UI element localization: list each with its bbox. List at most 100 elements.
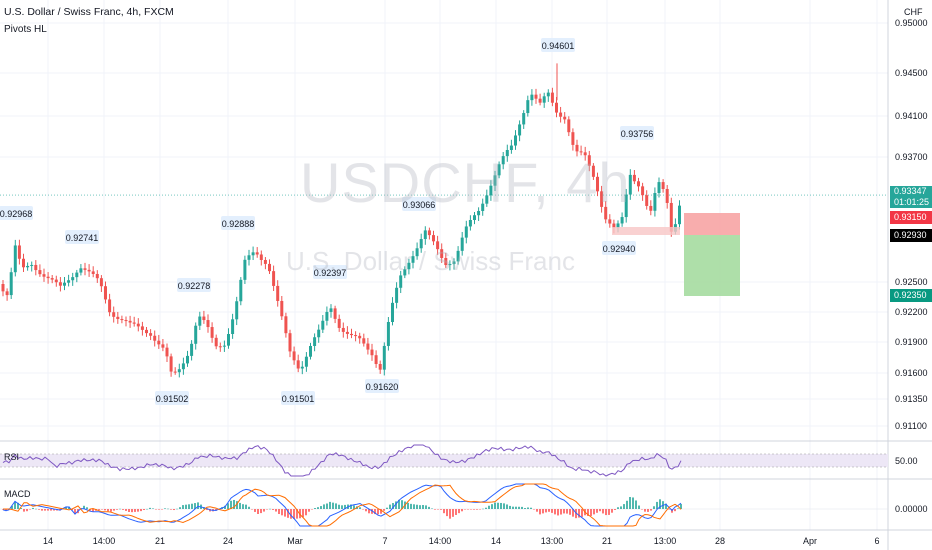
candle-body xyxy=(157,340,161,345)
time-tick-label: 7 xyxy=(382,536,387,546)
candle-body xyxy=(243,259,247,280)
macd-histogram-bar xyxy=(227,503,229,509)
candle-body xyxy=(132,322,136,324)
candle-body xyxy=(526,100,530,114)
candle-body xyxy=(350,333,353,336)
macd-line xyxy=(2,483,682,527)
pivot-label: 0.92741 xyxy=(66,233,99,243)
time-tick-label: 14 xyxy=(491,536,501,546)
candle-body xyxy=(333,308,337,319)
candle-body xyxy=(538,98,542,103)
candle-body xyxy=(542,96,546,103)
time-tick-label: 14 xyxy=(43,536,53,546)
macd-histogram-bar xyxy=(302,509,304,518)
time-tick-label: 6 xyxy=(874,536,879,546)
macd-histogram-bar xyxy=(491,504,493,509)
candle-body xyxy=(124,320,128,322)
pivot-label-box xyxy=(602,241,636,255)
candle-body xyxy=(534,94,538,99)
macd-histogram-bar xyxy=(323,504,325,509)
candle-body xyxy=(177,369,181,373)
macd-histogram-bar xyxy=(386,507,388,509)
macd-histogram-bar xyxy=(44,509,46,511)
macd-histogram-bar xyxy=(53,509,55,511)
candle-body xyxy=(591,165,595,177)
macd-histogram-bar xyxy=(74,509,76,515)
macd-histogram-bar xyxy=(248,506,250,509)
watermark-ticker: USDCHF, 4h xyxy=(300,151,631,214)
pivot-label-box xyxy=(365,379,399,393)
macd-histogram-bar xyxy=(518,506,520,509)
macd-histogram-bar xyxy=(605,509,607,516)
rsi-band xyxy=(0,454,888,467)
macd-histogram-bar xyxy=(437,509,439,510)
stop-loss-zone xyxy=(684,213,740,235)
candle-body xyxy=(173,371,177,373)
candle-body xyxy=(329,308,333,312)
rsi-label[interactable]: RSI xyxy=(4,452,20,462)
macd-histogram-bar xyxy=(578,509,580,518)
macd-histogram-bar xyxy=(653,506,655,509)
macd-histogram-bar xyxy=(557,509,559,516)
candle-body xyxy=(497,164,501,176)
macd-histogram-bar xyxy=(449,509,451,519)
macd-histogram-bar xyxy=(395,501,397,509)
candle-body xyxy=(362,338,366,344)
candle-body xyxy=(296,360,300,369)
symbol-title[interactable]: U.S. Dollar / Swiss Franc, 4h, FXCM xyxy=(4,6,174,18)
macd-histogram-bar xyxy=(479,509,481,510)
candle-body xyxy=(38,270,42,275)
candle-body xyxy=(493,175,497,186)
macd-histogram-bar xyxy=(257,509,259,514)
indicator-pivots-label[interactable]: Pivots HL xyxy=(4,24,47,35)
candle-body xyxy=(149,333,153,336)
candle-body xyxy=(399,275,403,288)
candle-body xyxy=(436,241,440,250)
macd-histogram-bar xyxy=(434,509,436,510)
candle-body xyxy=(181,363,185,370)
candle-body xyxy=(116,316,120,320)
macd-histogram-bar xyxy=(341,505,343,509)
macd-histogram-bar xyxy=(530,507,532,509)
candle-body xyxy=(641,186,645,196)
candle-body xyxy=(17,245,21,259)
macd-histogram-bar xyxy=(416,504,418,509)
macd-histogram-bar xyxy=(674,509,676,512)
macd-histogram-bar xyxy=(365,509,367,512)
pivot-label-box xyxy=(402,197,436,211)
candle-body xyxy=(104,286,107,300)
macd-histogram-bar xyxy=(368,509,370,514)
macd-histogram-bar xyxy=(569,509,571,515)
macd-histogram-bar xyxy=(152,508,154,509)
macd-histogram-bar xyxy=(533,509,535,510)
macd-histogram-bar xyxy=(194,503,196,509)
candle-body xyxy=(75,272,79,278)
candle-body xyxy=(206,320,210,328)
macd-histogram-bar xyxy=(68,506,70,509)
macd-histogram-bar xyxy=(32,507,34,509)
macd-level-label: 0.00000 xyxy=(895,504,928,514)
macd-histogram-bar xyxy=(539,509,541,515)
macd-histogram-bar xyxy=(320,506,322,509)
candle-body xyxy=(99,278,103,287)
pivot-label: 0.92888 xyxy=(222,219,255,229)
macd-histogram-bar xyxy=(71,509,73,511)
macd-histogram-bar xyxy=(35,508,37,510)
candle-body xyxy=(272,271,276,286)
macd-histogram-bar xyxy=(560,509,562,515)
macd-histogram-bar xyxy=(422,505,424,509)
candle-body xyxy=(30,264,34,266)
candle-body xyxy=(108,299,112,313)
currency-label: CHF xyxy=(904,7,923,17)
macd-label[interactable]: MACD xyxy=(4,489,31,499)
pivot-label-box xyxy=(65,230,99,244)
macd-histogram-bar xyxy=(5,509,7,511)
candle-body xyxy=(165,347,169,357)
macd-histogram-bar xyxy=(536,509,538,512)
candle-body xyxy=(341,327,345,332)
time-tick-label: 21 xyxy=(602,536,612,546)
candle-body xyxy=(67,280,71,283)
macd-histogram-bar xyxy=(260,509,262,514)
pivot-label-box xyxy=(281,391,315,405)
